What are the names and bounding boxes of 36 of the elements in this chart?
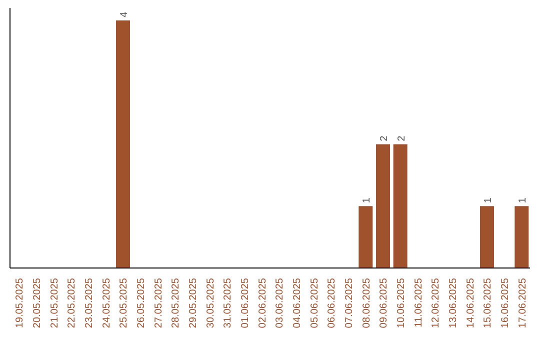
x-tick-label: 13.06.2025 [448, 278, 459, 328]
x-tick-label: 01.06.2025 [240, 278, 251, 328]
x-tick-label: 24.05.2025 [101, 278, 112, 328]
x-tick-label: 14.06.2025 [465, 278, 476, 328]
x-tick-label: 02.06.2025 [257, 278, 268, 328]
x-tick-label: 31.05.2025 [222, 278, 234, 328]
data-label: 1 [518, 197, 529, 204]
x-tick-label: 11.06.2025 [413, 278, 424, 328]
x-tick-label: 23.05.2025 [84, 278, 95, 328]
x-tick-label: 29.05.2025 [188, 278, 199, 328]
x-tick-label: 05.06.2025 [309, 278, 320, 328]
data-label: 1 [362, 197, 373, 204]
x-tick-label: 20.05.2025 [32, 278, 43, 328]
x-tick-label: 27.05.2025 [153, 278, 164, 328]
x-tick-label: 06.06.2025 [326, 278, 338, 328]
x-tick-label: 07.06.2025 [344, 278, 355, 328]
x-tick-label: 26.05.2025 [136, 278, 147, 328]
x-tick-label: 09.06.2025 [378, 278, 390, 328]
x-tick-label: 10.06.2025 [396, 278, 407, 328]
x-tick-label: 04.06.2025 [292, 278, 303, 328]
x-tick-label: 19.05.2025 [14, 278, 26, 328]
x-tick-label: 25.05.2025 [118, 278, 130, 328]
x-tick-label: 08.06.2025 [361, 278, 372, 328]
data-label: 1 [483, 197, 494, 204]
data-label: 2 [396, 135, 408, 142]
x-tick-label: 28.05.2025 [170, 278, 182, 328]
x-tick-label: 16.06.2025 [500, 278, 511, 328]
x-tick-label: 03.06.2025 [274, 278, 286, 328]
data-label: 2 [379, 135, 390, 142]
x-tick-label: 22.05.2025 [66, 278, 78, 328]
x-tick-label: 30.05.2025 [205, 278, 216, 328]
x-tick-label: 15.06.2025 [482, 278, 494, 328]
x-tick-label: 12.06.2025 [430, 278, 442, 328]
x-tick-label: 21.05.2025 [49, 278, 60, 328]
x-tick-label: 17.06.2025 [517, 278, 528, 328]
data-label: 4 [119, 11, 130, 18]
